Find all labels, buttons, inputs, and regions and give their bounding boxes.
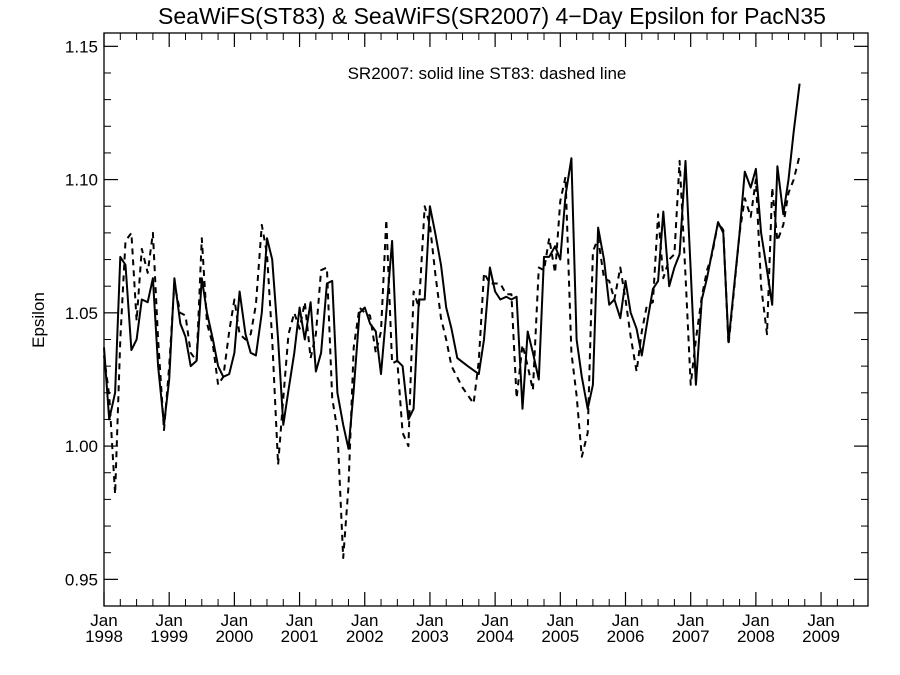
x-tick-year: 1998 bbox=[85, 627, 123, 646]
y-tick-label: 0.95 bbox=[65, 570, 98, 589]
x-tick-month: Jan bbox=[286, 611, 313, 630]
x-tick-year: 2002 bbox=[346, 627, 384, 646]
y-tick-label: 1.05 bbox=[65, 304, 98, 323]
x-tick-month: Jan bbox=[547, 611, 574, 630]
x-tick-month: Jan bbox=[416, 611, 443, 630]
y-tick-label: 1.00 bbox=[65, 437, 98, 456]
x-tick-year: 1999 bbox=[150, 627, 188, 646]
x-tick-month: Jan bbox=[807, 611, 834, 630]
x-tick-year: 2001 bbox=[281, 627, 319, 646]
y-tick-label: 1.15 bbox=[65, 37, 98, 56]
plot-frame bbox=[103, 32, 869, 607]
x-tick-year: 2009 bbox=[802, 627, 840, 646]
series-line-st83 bbox=[103, 155, 801, 559]
series-line-sr2007 bbox=[103, 83, 801, 450]
x-tick-month: Jan bbox=[90, 611, 117, 630]
x-tick-month: Jan bbox=[221, 611, 248, 630]
legend-annotation: SR2007: solid line ST83: dashed line bbox=[348, 64, 627, 83]
axis-ticks: 0.951.001.051.101.15Jan1998Jan1999Jan200… bbox=[65, 33, 868, 646]
x-tick-year: 2006 bbox=[607, 627, 645, 646]
y-axis-label: Epsilon bbox=[29, 292, 48, 348]
x-tick-year: 2003 bbox=[411, 627, 449, 646]
x-tick-month: Jan bbox=[481, 611, 508, 630]
x-tick-month: Jan bbox=[351, 611, 378, 630]
x-tick-month: Jan bbox=[155, 611, 182, 630]
x-tick-month: Jan bbox=[742, 611, 769, 630]
x-tick-year: 2007 bbox=[672, 627, 710, 646]
x-tick-year: 2008 bbox=[737, 627, 775, 646]
series-lines bbox=[103, 83, 801, 559]
y-tick-label: 1.10 bbox=[65, 171, 98, 190]
x-tick-month: Jan bbox=[677, 611, 704, 630]
x-tick-year: 2004 bbox=[476, 627, 514, 646]
chart-title: SeaWiFS(ST83) & SeaWiFS(SR2007) 4−Day Ep… bbox=[158, 3, 826, 29]
x-tick-year: 2005 bbox=[541, 627, 579, 646]
x-tick-month: Jan bbox=[612, 611, 639, 630]
x-tick-year: 2000 bbox=[215, 627, 253, 646]
